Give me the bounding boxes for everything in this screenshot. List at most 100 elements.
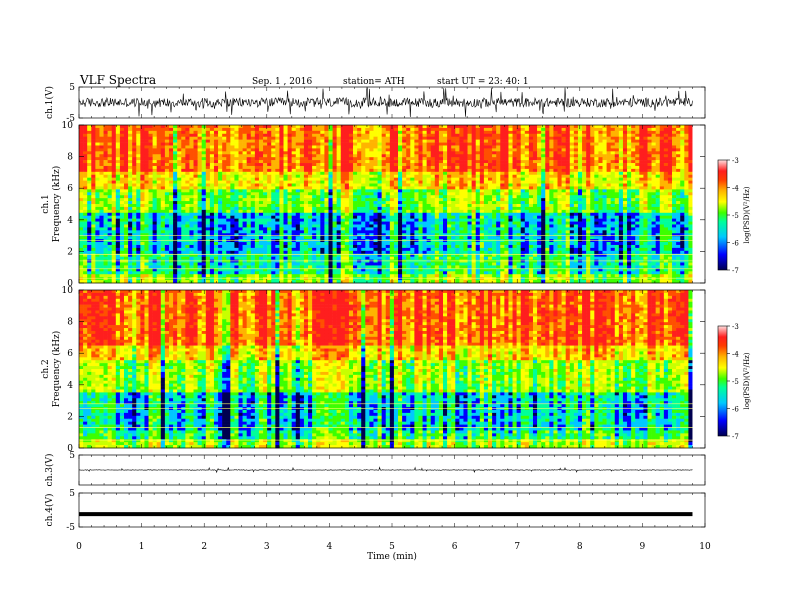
spec1-cell <box>340 206 346 211</box>
spec1-cell <box>647 154 652 158</box>
spec1-cell <box>393 204 399 208</box>
spec1-cell <box>254 212 260 217</box>
spec1-cell <box>545 136 550 140</box>
spec1-cell <box>168 195 174 199</box>
spec1-cell <box>373 165 378 170</box>
spec1-cell <box>320 151 325 155</box>
spec1-cell <box>185 177 190 181</box>
spec1-cell <box>291 165 297 170</box>
spec1-cell <box>324 201 329 205</box>
spec1-cell <box>328 168 333 173</box>
spec1-cell <box>242 145 247 149</box>
spec1-cell <box>447 201 452 205</box>
spec1-cell <box>659 154 665 158</box>
spec1-cell <box>128 139 133 143</box>
spec1-cell <box>385 142 391 146</box>
spec1-cell <box>87 186 92 190</box>
spec1-cell <box>193 157 198 161</box>
spec1-cell <box>667 171 673 176</box>
spec1-cell <box>492 215 497 219</box>
spec1-cell <box>91 183 96 187</box>
spec1-cell <box>185 183 190 187</box>
spec1-cell <box>87 177 92 181</box>
spec1-cell <box>258 186 264 190</box>
spec1-cell <box>275 171 280 176</box>
spec1-cell <box>222 180 227 184</box>
spec1-cell <box>528 133 534 138</box>
spec1-cell <box>189 151 194 155</box>
spec1-cell <box>250 157 256 161</box>
spec1-cell <box>328 151 333 155</box>
spec1-cell <box>463 183 468 187</box>
spec1-cell <box>275 157 280 161</box>
spec1-cell <box>177 157 182 161</box>
spec1-cell <box>312 127 317 132</box>
spec1-cell <box>83 139 88 143</box>
spec1-cell <box>504 163 509 167</box>
spec1-cell <box>316 130 321 135</box>
spec1-cell <box>434 142 440 146</box>
spec1-cell <box>520 160 526 164</box>
spec1-cell <box>565 171 571 176</box>
spec1-cell <box>438 160 444 164</box>
spec1-cell <box>483 136 489 140</box>
spec1-cell <box>258 163 264 167</box>
spec1-cell <box>279 125 284 129</box>
spec1-cell <box>430 139 436 143</box>
spec1-cell <box>635 165 640 170</box>
spec1-cell <box>320 165 325 170</box>
spec1-cell <box>647 204 652 208</box>
spec1-cell <box>393 209 399 214</box>
spec1-cell <box>651 136 656 140</box>
spec1-cell <box>402 192 407 196</box>
spec1-cell <box>267 130 272 135</box>
spec1-cell <box>226 165 231 170</box>
spec1-cell <box>524 136 530 140</box>
spec1-cell <box>340 192 346 196</box>
spec1-cell <box>168 157 174 161</box>
spec1-cell <box>663 145 669 149</box>
spec1-cell <box>213 198 219 202</box>
spec1-cell <box>271 186 276 190</box>
spec1-cell <box>275 186 280 190</box>
spec1-cell <box>532 204 538 208</box>
spec1-cell <box>87 133 92 138</box>
spec1-cell <box>672 168 677 173</box>
spec1-cell <box>173 206 178 211</box>
spec1-cell <box>651 133 656 138</box>
spec1-cell <box>471 183 477 187</box>
spec1-cell <box>500 186 505 190</box>
spec1-cell <box>291 130 297 135</box>
spec1-cell <box>238 212 243 217</box>
spec1-cell <box>295 209 301 214</box>
spec1-cell <box>586 130 591 135</box>
spec1-cell <box>144 151 149 155</box>
spec1-cell <box>684 125 689 129</box>
spec1-cell <box>532 168 538 173</box>
spec1-cell <box>635 183 640 187</box>
spec1-cell <box>479 136 485 140</box>
spec1-cell <box>418 154 423 158</box>
spec1-cell <box>434 165 440 170</box>
spec1-cell <box>565 215 571 219</box>
spec1-cell <box>643 174 648 178</box>
spec1-cell <box>299 151 305 155</box>
spec1-cell <box>663 177 669 181</box>
spec1-cell <box>455 125 460 129</box>
spec1-cell <box>189 180 194 184</box>
spec1-cell <box>622 165 628 170</box>
spec1-cell <box>271 142 276 146</box>
spec1-cell <box>246 165 252 170</box>
spec1-cell <box>148 145 153 149</box>
spec1-cell <box>672 165 677 170</box>
spec1-cell <box>504 204 509 208</box>
spec1-cell <box>643 168 648 173</box>
spec1-cell <box>213 145 219 149</box>
spec1-cell <box>410 218 415 222</box>
spec1-cell <box>500 151 505 155</box>
spec1-cell <box>316 136 321 140</box>
spec1-cell <box>512 157 517 161</box>
spec1-cell <box>226 160 231 164</box>
spec1-cell <box>528 151 534 155</box>
spec1-cell <box>418 177 423 181</box>
